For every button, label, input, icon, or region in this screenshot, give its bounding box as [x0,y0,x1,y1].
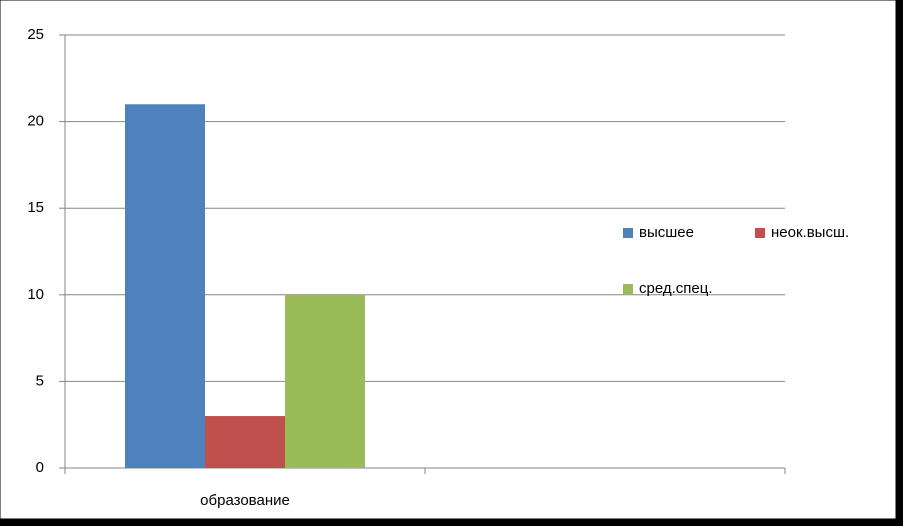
legend-label: высшее [639,224,694,241]
y-tick-label: 10 [27,286,44,303]
bar [285,294,365,468]
bar [125,104,205,468]
legend-swatch [755,228,765,238]
y-tick-label: 15 [27,199,44,216]
y-tick-label: 20 [27,113,44,130]
legend-label: неок.высш. [771,224,849,241]
legend-label: сред.спец. [639,280,713,297]
legend-swatch [623,228,633,238]
legend-swatch [623,284,633,294]
y-tick-label: 5 [36,372,44,389]
x-tick-label: образование [200,492,290,509]
bar [205,416,285,468]
y-tick-label: 0 [36,459,44,476]
y-tick-label: 25 [27,26,44,43]
